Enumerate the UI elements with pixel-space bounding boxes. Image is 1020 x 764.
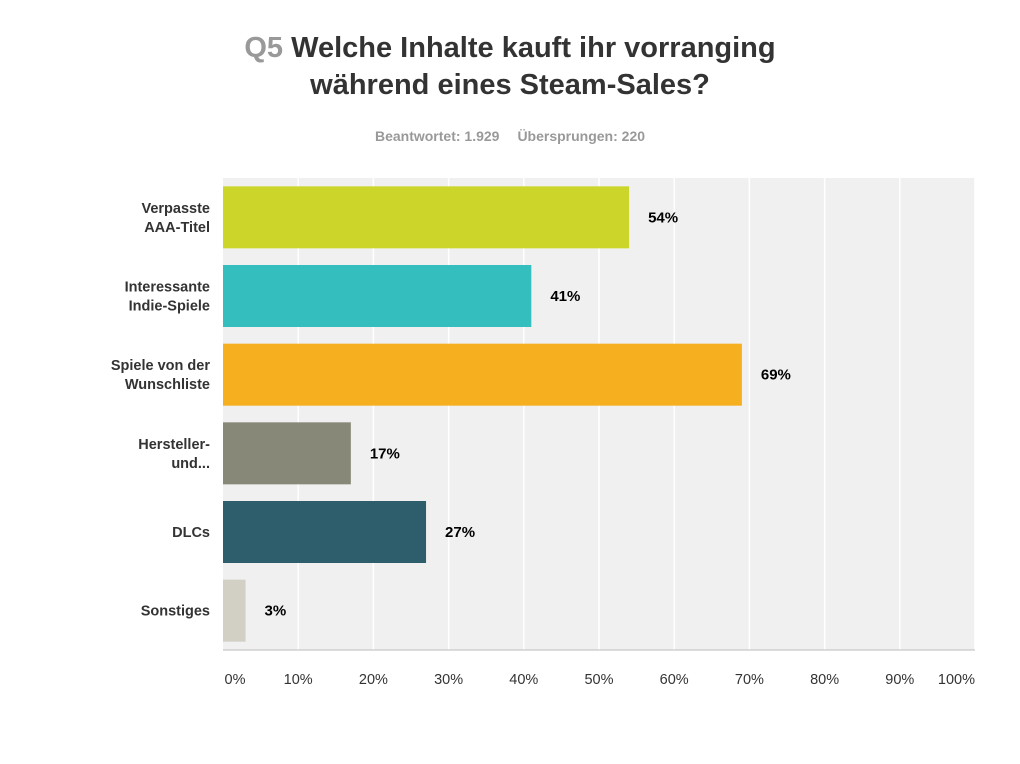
category-label: DLCs xyxy=(172,525,210,541)
question-number: Q5 xyxy=(244,32,284,64)
bar xyxy=(223,343,742,406)
data-label: 41% xyxy=(550,288,580,305)
category-label: und... xyxy=(171,456,210,472)
response-stats: Beantwortet: 1.929 Übersprungen: 220 xyxy=(0,128,1020,144)
question-title-line2: während eines Steam-Sales? xyxy=(310,69,710,101)
category-label: Spiele von der xyxy=(111,358,210,374)
data-label: 27% xyxy=(445,524,475,541)
x-tick-label: 40% xyxy=(509,672,538,688)
bar xyxy=(223,422,351,485)
category-label: Indie-Spiele xyxy=(129,299,210,315)
data-label: 54% xyxy=(648,209,678,226)
bar xyxy=(223,501,427,563)
x-tick-label: 80% xyxy=(810,672,839,688)
category-label: Wunschliste xyxy=(125,377,210,393)
x-tick-label: 70% xyxy=(735,672,764,688)
data-label: 17% xyxy=(370,445,400,462)
category-label: Interessante xyxy=(125,280,210,296)
category-label: Verpasste xyxy=(141,201,210,217)
category-label: AAA-Titel xyxy=(144,220,210,236)
bar xyxy=(223,186,630,249)
data-label: 69% xyxy=(761,367,791,384)
x-tick-label: 50% xyxy=(584,672,613,688)
question-title-line1: Welche Inhalte kauft ihr vorranging xyxy=(291,32,776,64)
bar xyxy=(223,265,532,327)
x-tick-label: 30% xyxy=(434,672,463,688)
chart-title: Q5 Welche Inhalte kauft ihr vorranging w… xyxy=(0,30,1020,104)
x-tick-label: 100% xyxy=(938,672,975,688)
bar xyxy=(223,579,246,642)
x-tick-label: 10% xyxy=(284,672,313,688)
category-label: Sonstiges xyxy=(141,604,210,620)
skipped-count: Übersprungen: 220 xyxy=(517,128,646,144)
x-tick-label: 90% xyxy=(885,672,914,688)
data-label: 3% xyxy=(265,603,287,620)
category-label: Hersteller- xyxy=(138,437,210,453)
answered-count: Beantwortet: 1.929 xyxy=(374,128,500,144)
x-tick-label: 60% xyxy=(660,672,689,688)
x-tick-label: 0% xyxy=(225,672,246,688)
x-tick-label: 20% xyxy=(359,672,388,688)
